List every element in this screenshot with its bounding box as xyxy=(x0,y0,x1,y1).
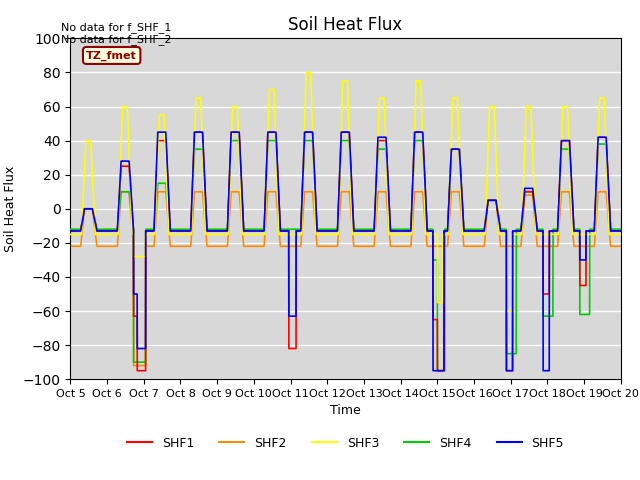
SHF4 xyxy=(215,227,223,232)
Line: SHF1: SHF1 xyxy=(70,132,640,371)
SHF5 xyxy=(534,228,542,234)
SHF2 xyxy=(534,243,542,249)
SHF3 xyxy=(534,231,542,237)
Line: SHF4: SHF4 xyxy=(70,141,640,371)
SHF1 xyxy=(125,163,132,169)
SHF1 xyxy=(548,228,556,234)
SHF2 xyxy=(117,189,125,194)
SHF2 xyxy=(67,243,74,249)
SHF5 xyxy=(154,129,161,135)
SHF2 xyxy=(588,243,596,249)
SHF1 xyxy=(133,368,141,373)
SHF1 xyxy=(215,228,223,234)
SHF3 xyxy=(67,231,74,237)
SHF3 xyxy=(502,308,510,314)
Line: SHF3: SHF3 xyxy=(70,72,640,311)
SHF4 xyxy=(67,227,74,232)
SHF5 xyxy=(67,228,74,234)
SHF4 xyxy=(548,313,556,319)
Text: No data for f_SHF_1
No data for f_SHF_2: No data for f_SHF_1 No data for f_SHF_2 xyxy=(61,22,172,45)
SHF2 xyxy=(215,243,223,249)
SHF5 xyxy=(429,368,436,373)
SHF1 xyxy=(534,228,542,234)
Line: SHF2: SHF2 xyxy=(70,192,640,366)
SHF3 xyxy=(588,231,596,237)
Text: TZ_fmet: TZ_fmet xyxy=(86,50,137,60)
SHF2 xyxy=(630,202,637,207)
SHF4 xyxy=(125,189,132,194)
SHF5 xyxy=(548,228,556,234)
SHF1 xyxy=(67,228,74,234)
SHF2 xyxy=(130,363,138,369)
SHF3 xyxy=(548,231,556,237)
Title: Soil Heat Flux: Soil Heat Flux xyxy=(289,16,403,34)
Legend: SHF1, SHF2, SHF3, SHF4, SHF5: SHF1, SHF2, SHF3, SHF4, SHF5 xyxy=(122,432,569,455)
SHF4 xyxy=(630,161,637,167)
SHF4 xyxy=(588,227,596,232)
SHF3 xyxy=(125,139,132,145)
SHF1 xyxy=(630,156,637,162)
SHF5 xyxy=(125,158,132,164)
SHF3 xyxy=(215,231,223,237)
SHF4 xyxy=(227,138,235,144)
SHF3 xyxy=(630,167,637,172)
X-axis label: Time: Time xyxy=(330,405,361,418)
SHF2 xyxy=(125,189,132,194)
SHF4 xyxy=(534,227,542,232)
SHF2 xyxy=(548,243,556,249)
SHF4 xyxy=(433,368,441,373)
Y-axis label: Soil Heat Flux: Soil Heat Flux xyxy=(4,166,17,252)
SHF5 xyxy=(630,156,637,162)
SHF5 xyxy=(588,228,596,234)
Line: SHF5: SHF5 xyxy=(70,132,640,371)
SHF3 xyxy=(302,70,310,75)
SHF5 xyxy=(215,228,223,234)
SHF1 xyxy=(191,129,198,135)
SHF1 xyxy=(588,228,596,234)
